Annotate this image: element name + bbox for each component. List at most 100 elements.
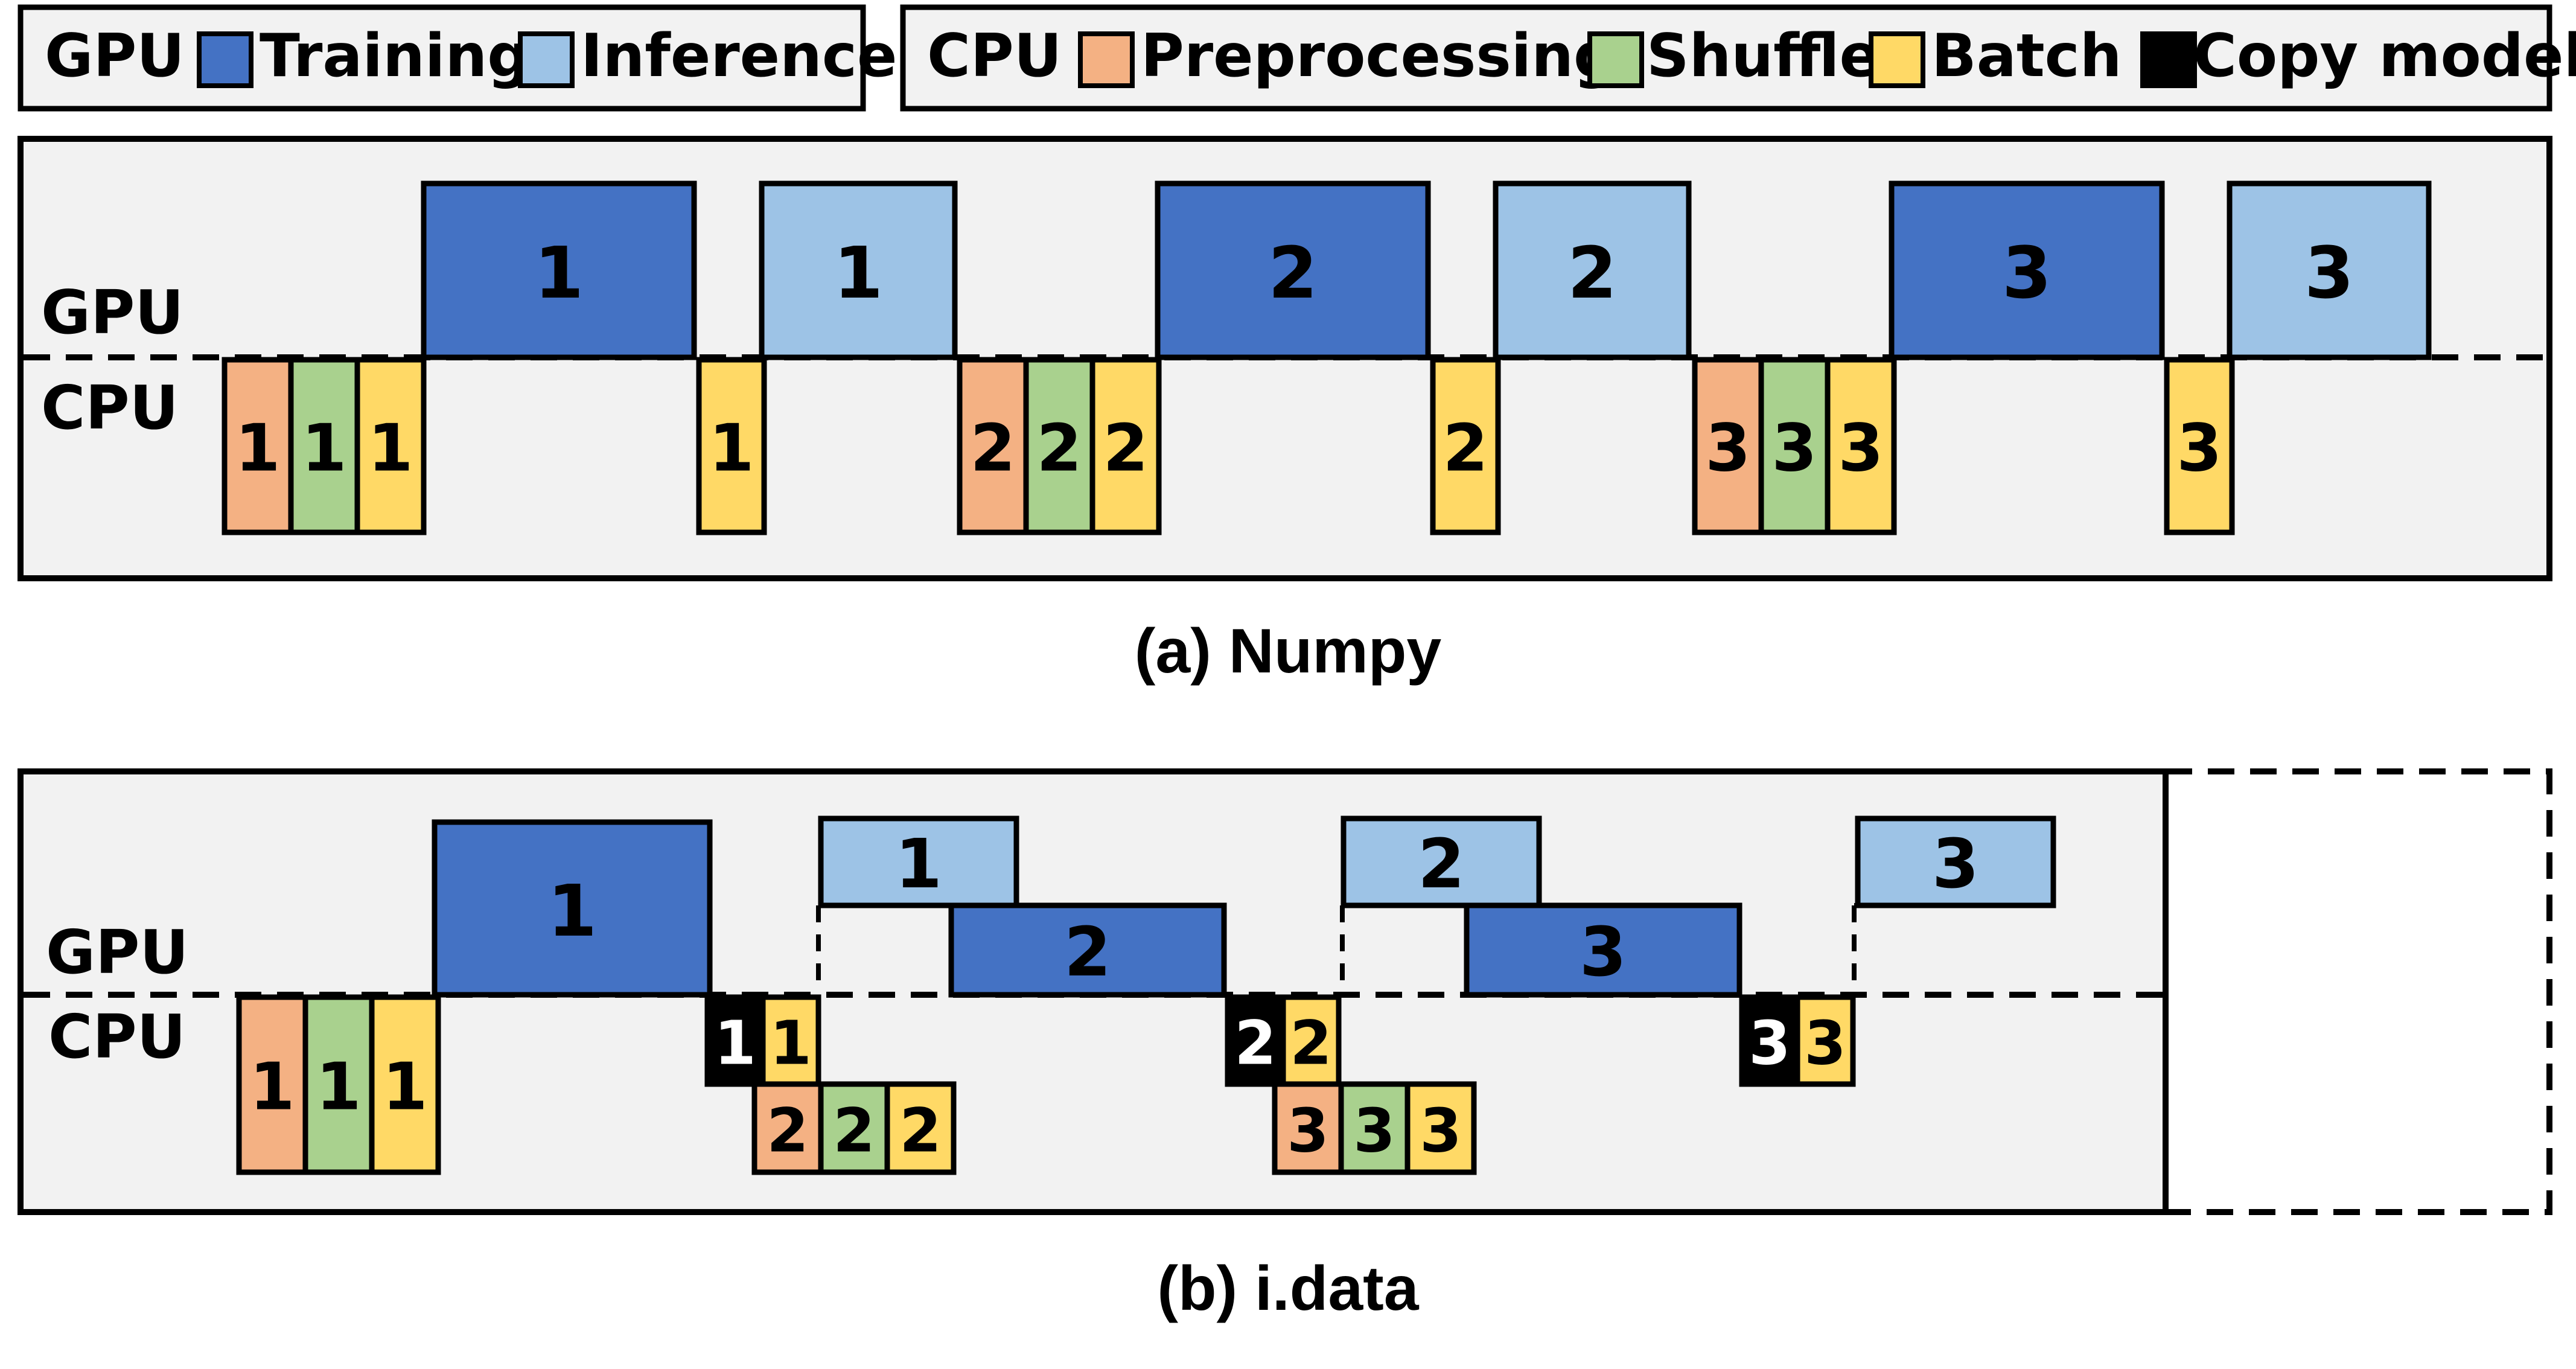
a-cpu-block-rect-9 xyxy=(1758,357,1831,535)
a-cpu-block-label-6: 2 xyxy=(1103,411,1148,487)
a-cpu-block-batch-7: 2 xyxy=(1430,357,1501,535)
a-gpu-block-training-0: 1 xyxy=(421,180,697,360)
b-gpu-block-inference-1: 1 xyxy=(818,815,1019,908)
b-cpu-block-shuffle-6: 2 xyxy=(818,1081,890,1175)
b-cpu-block-label-2: 1 xyxy=(382,1050,427,1125)
b-cpu-block-rect-0 xyxy=(236,994,308,1175)
a-gpu-block-inference-5: 3 xyxy=(2227,180,2432,360)
b-gpu-block-rect-5 xyxy=(1855,815,2056,908)
a-gpu-block-label-1: 1 xyxy=(834,231,883,314)
a-cpu-block-batch-10: 3 xyxy=(1825,357,1897,535)
legend-label-batch: Batch xyxy=(1931,22,2122,91)
a-cpu-block-preprocessing-8: 3 xyxy=(1692,357,1764,535)
a-cpu-block-label-3: 1 xyxy=(709,411,754,487)
a-cpu-block-rect-2 xyxy=(354,357,427,535)
a-cpu-block-rect-11 xyxy=(2164,357,2235,535)
b-gpu-block-inference-3: 2 xyxy=(1341,815,1542,908)
b-cpu-block-shuffle-11: 3 xyxy=(1338,1081,1411,1175)
a-cpu-block-preprocessing-4: 2 xyxy=(957,357,1029,535)
b-gpu-block-rect-0 xyxy=(432,819,713,998)
panel-a-gpu-label: GPU xyxy=(41,277,184,348)
b-cpu-block-rect-5 xyxy=(751,1081,824,1175)
b-gpu-block-rect-2 xyxy=(948,902,1227,998)
b-gpu-block-training-0: 1 xyxy=(432,819,713,998)
b-gpu-block-training-2: 2 xyxy=(948,902,1227,998)
b-gpu-block-label-3: 2 xyxy=(1418,825,1465,904)
a-cpu-block-label-0: 1 xyxy=(235,411,280,487)
b-cpu-block-rect-9 xyxy=(1280,994,1342,1087)
a-cpu-block-label-10: 3 xyxy=(1838,411,1883,487)
b-gpu-block-label-5: 3 xyxy=(1932,825,1979,904)
b-cpu-block-batch-7: 2 xyxy=(884,1081,957,1175)
b-gpu-block-label-4: 3 xyxy=(1580,913,1627,992)
panel-a-caption: (a) Numpy xyxy=(1135,616,1442,686)
a-gpu-block-label-2: 2 xyxy=(1268,231,1318,314)
a-gpu-block-rect-1 xyxy=(759,180,958,360)
legend-swatch-batch xyxy=(1869,31,1925,88)
b-cpu-block-label-0: 1 xyxy=(249,1050,295,1125)
a-gpu-block-rect-0 xyxy=(421,180,697,360)
b-cpu-block-rect-2 xyxy=(369,994,441,1175)
b-cpu-block-preprocessing-10: 3 xyxy=(1272,1081,1344,1175)
b-cpu-block-batch-9: 2 xyxy=(1280,994,1342,1087)
a-cpu-block-label-1: 1 xyxy=(301,411,346,487)
legend-label-shuffle: Shuffle xyxy=(1647,22,1879,91)
b-cpu-block-batch-12: 3 xyxy=(1404,1081,1477,1175)
b-cpu-block-batch-14: 3 xyxy=(1794,994,1856,1087)
b-cpu-block-label-11: 3 xyxy=(1353,1096,1395,1166)
a-cpu-block-batch-2: 1 xyxy=(354,357,427,535)
b-gpu-block-rect-3 xyxy=(1341,815,1542,908)
b-cpu-block-rect-7 xyxy=(884,1081,957,1175)
b-cpu-block-label-1: 1 xyxy=(316,1050,361,1125)
b-cpu-block-batch-4: 1 xyxy=(760,994,821,1087)
a-gpu-block-rect-4 xyxy=(1889,180,2165,360)
b-cpu-block-rect-12 xyxy=(1404,1081,1477,1175)
a-cpu-block-batch-3: 1 xyxy=(696,357,767,535)
b-cpu-block-label-10: 3 xyxy=(1287,1096,1329,1166)
a-cpu-block-shuffle-9: 3 xyxy=(1758,357,1831,535)
a-cpu-block-rect-3 xyxy=(696,357,767,535)
b-cpu-block-label-13: 3 xyxy=(1749,1008,1791,1079)
panel-a-cpu-label: CPU xyxy=(41,372,179,443)
b-gpu-block-inference-5: 3 xyxy=(1855,815,2056,908)
b-cpu-block-copy-model-3: 1 xyxy=(704,994,766,1087)
b-cpu-block-rect-14 xyxy=(1794,994,1856,1087)
legend-label-copy-model: Copy model xyxy=(2193,22,2576,91)
legend-swatch-training xyxy=(197,31,253,88)
a-cpu-block-label-2: 1 xyxy=(368,411,413,487)
b-cpu-block-copy-model-13: 3 xyxy=(1739,994,1800,1087)
a-cpu-block-label-5: 2 xyxy=(1036,411,1082,487)
b-cpu-block-batch-2: 1 xyxy=(369,994,441,1175)
b-cpu-block-preprocessing-5: 2 xyxy=(751,1081,824,1175)
a-cpu-block-rect-10 xyxy=(1825,357,1897,535)
a-gpu-block-training-4: 3 xyxy=(1889,180,2165,360)
a-cpu-block-rect-0 xyxy=(222,357,294,535)
a-gpu-block-label-4: 3 xyxy=(2002,231,2052,314)
a-cpu-block-label-4: 2 xyxy=(970,411,1015,487)
legend-cpu: CPU Preprocessing Shuffle Batch Copy mod… xyxy=(900,4,2576,112)
a-cpu-block-shuffle-1: 1 xyxy=(288,357,360,535)
a-gpu-block-inference-1: 1 xyxy=(759,180,958,360)
a-cpu-block-rect-7 xyxy=(1430,357,1501,535)
legend-swatch-copy-model xyxy=(2140,31,2197,88)
panel-b-extension-frame xyxy=(2166,768,2552,1215)
b-gpu-block-rect-4 xyxy=(1464,902,1742,998)
a-gpu-block-rect-3 xyxy=(1493,180,1692,360)
b-gpu-block-label-2: 2 xyxy=(1064,913,1111,992)
a-cpu-block-rect-6 xyxy=(1089,357,1162,535)
legend-label-inference: Inference xyxy=(581,22,897,91)
panel-b-caption: (b) i.data xyxy=(1157,1254,1419,1324)
panel-b-cpu-label: CPU xyxy=(48,1001,186,1072)
b-cpu-block-preprocessing-0: 1 xyxy=(236,994,308,1175)
b-cpu-block-label-5: 2 xyxy=(767,1096,809,1166)
legend-gpu-title: GPU xyxy=(45,22,185,91)
b-cpu-block-label-6: 2 xyxy=(833,1096,875,1166)
b-gpu-block-rect-1 xyxy=(818,815,1019,908)
legend-label-preprocessing: Preprocessing xyxy=(1141,22,1616,91)
b-cpu-block-label-3: 1 xyxy=(714,1008,756,1079)
b-cpu-block-label-12: 3 xyxy=(1420,1096,1462,1166)
b-gpu-block-training-4: 3 xyxy=(1464,902,1742,998)
a-cpu-block-label-11: 3 xyxy=(2176,411,2222,487)
b-cpu-block-label-9: 2 xyxy=(1290,1008,1332,1079)
